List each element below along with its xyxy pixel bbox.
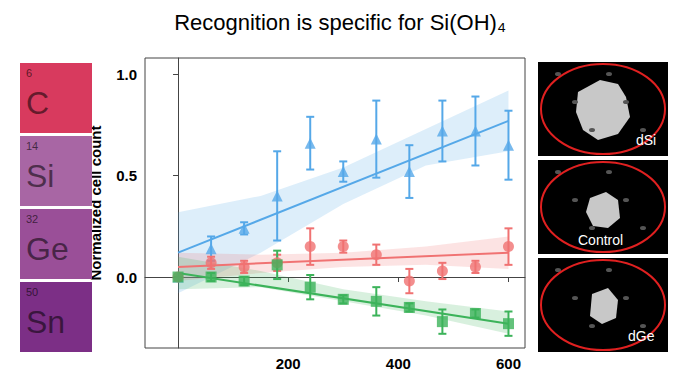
html-text:dSi: dSi	[636, 132, 657, 148]
html-text:32: 32	[26, 213, 39, 225]
html-text:Sn: Sn	[26, 304, 66, 340]
svg-text:400: 400	[386, 355, 411, 372]
html-text:dGe: dGe	[628, 328, 655, 344]
html-text:Control: Control	[578, 232, 624, 248]
svg-text:Normalized cell count: Normalized cell count	[87, 125, 104, 281]
svg-text:Recognition is specific for Si: Recognition is specific for Si(OH)₄	[174, 10, 506, 35]
html-text:Ge: Ge	[26, 231, 69, 267]
svg-text:1.0: 1.0	[116, 66, 137, 83]
html-text:Si: Si	[26, 158, 55, 194]
html-text:50: 50	[26, 286, 39, 298]
svg-text:0.5: 0.5	[116, 167, 137, 184]
svg-text:0.0: 0.0	[116, 269, 137, 286]
svg-text:200: 200	[276, 355, 301, 372]
html-text:C: C	[26, 85, 50, 121]
svg-text:600: 600	[496, 355, 521, 372]
html-text:6: 6	[26, 67, 33, 79]
html-text:14: 14	[26, 140, 39, 152]
